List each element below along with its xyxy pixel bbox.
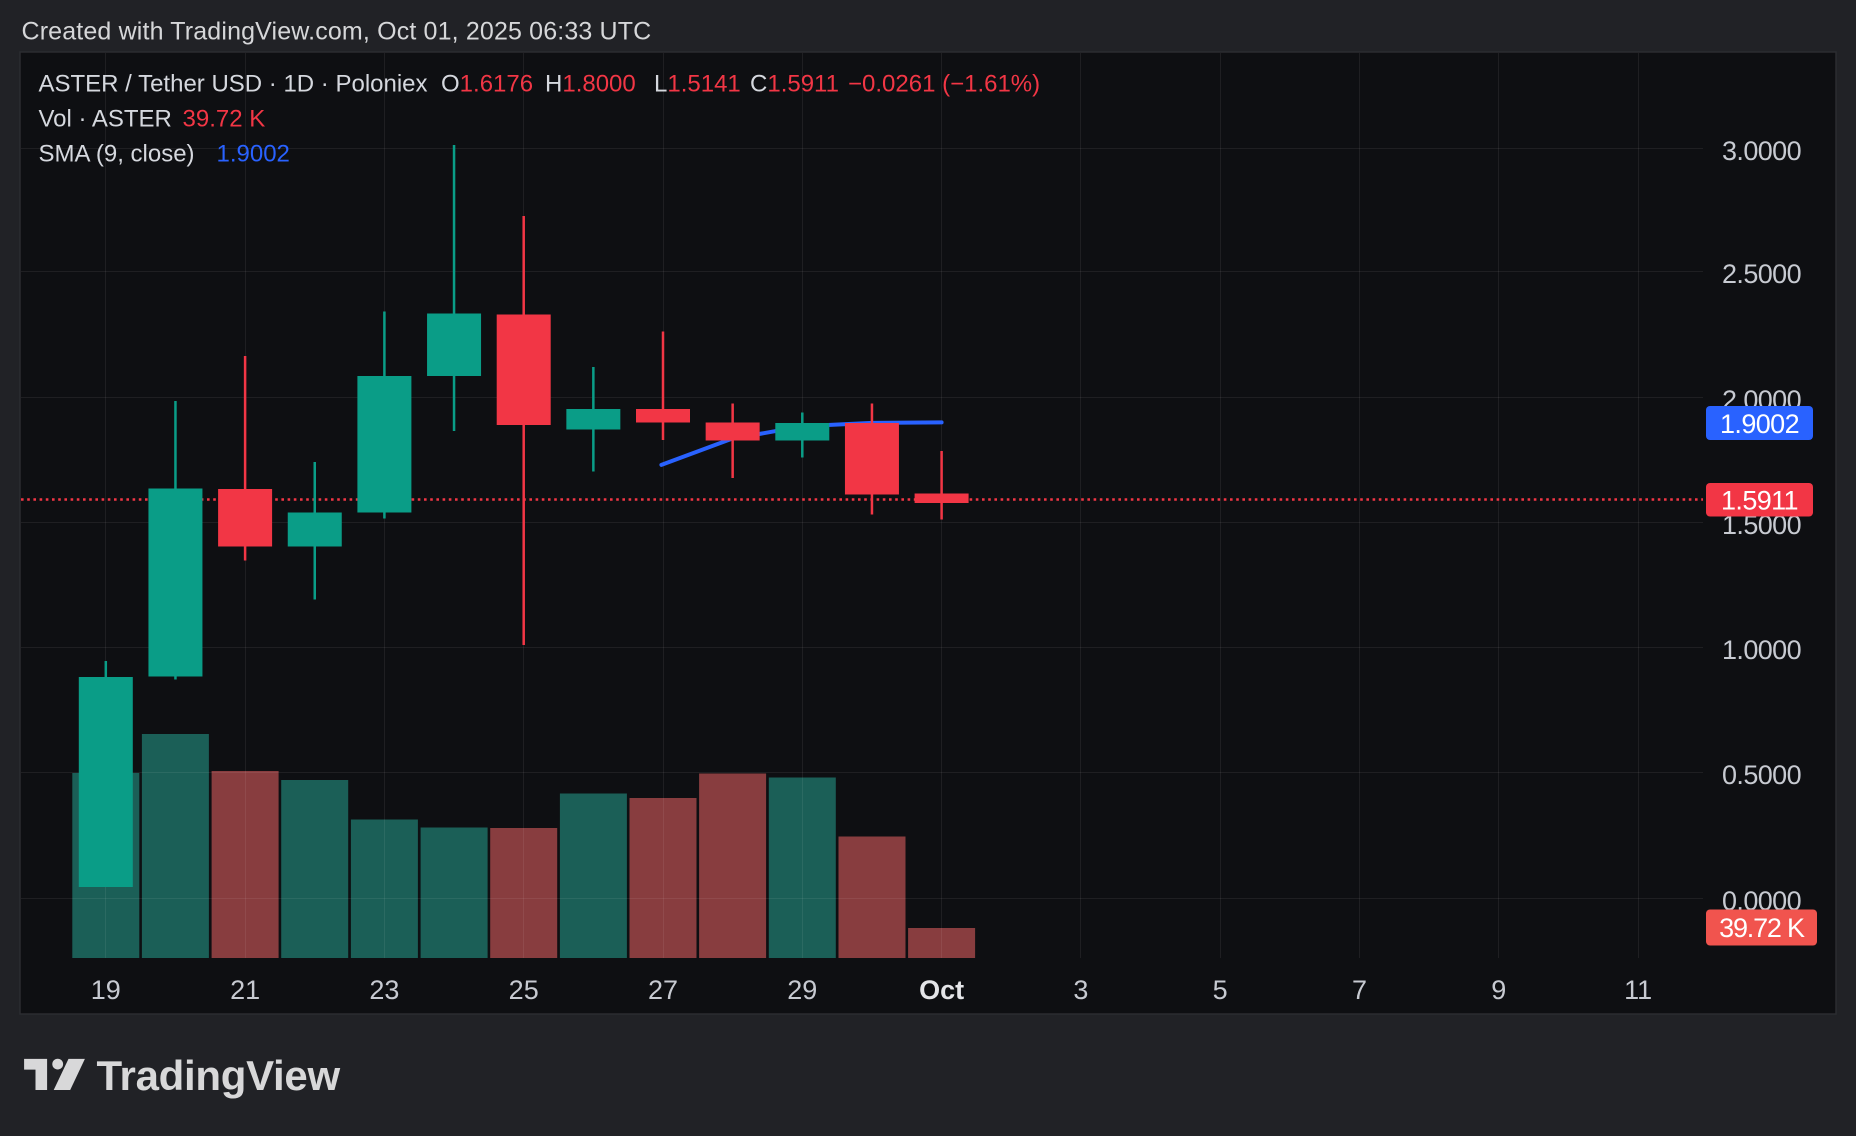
svg-text:29: 29	[787, 975, 817, 1005]
svg-text:3.0000: 3.0000	[1722, 136, 1801, 166]
svg-text:3: 3	[1073, 975, 1088, 1005]
svg-text:Created with TradingView.com,: Created with TradingView.com, Oct 01, 20…	[22, 18, 652, 46]
svg-text:25: 25	[509, 975, 539, 1005]
svg-text:2.5000: 2.5000	[1722, 259, 1801, 289]
svg-text:39.72 K: 39.72 K	[183, 106, 266, 133]
svg-text:C1.5911: C1.5911	[750, 71, 839, 98]
svg-text:H1.8000: H1.8000	[545, 71, 636, 98]
svg-text:0.5000: 0.5000	[1722, 760, 1801, 790]
svg-text:1.0000: 1.0000	[1722, 635, 1801, 665]
svg-text:1.9002: 1.9002	[1720, 409, 1799, 439]
svg-text:9: 9	[1491, 975, 1506, 1005]
svg-text:39.72 K: 39.72 K	[1719, 913, 1805, 943]
svg-text:TradingView: TradingView	[97, 1052, 341, 1099]
svg-text:Vol · ASTER: Vol · ASTER	[39, 106, 172, 133]
svg-text:11: 11	[1624, 975, 1652, 1005]
svg-text:23: 23	[369, 975, 399, 1005]
svg-text:1.9002: 1.9002	[217, 141, 290, 168]
svg-text:1.5911: 1.5911	[1721, 486, 1798, 516]
svg-text:21: 21	[230, 975, 260, 1005]
svg-text:27: 27	[648, 975, 678, 1005]
svg-text:5: 5	[1213, 975, 1228, 1005]
svg-text:19: 19	[91, 975, 121, 1005]
svg-text:O1.6176: O1.6176	[441, 71, 533, 98]
svg-text:7: 7	[1352, 975, 1367, 1005]
svg-text:Oct: Oct	[919, 975, 964, 1005]
svg-text:SMA (9, close): SMA (9, close)	[39, 141, 195, 168]
svg-text:ASTER / Tether USD · 1D · Polo: ASTER / Tether USD · 1D · Poloniex	[39, 71, 428, 98]
svg-text:−0.0261 (−1.61%): −0.0261 (−1.61%)	[848, 71, 1040, 98]
svg-text:L1.5141: L1.5141	[654, 71, 741, 98]
